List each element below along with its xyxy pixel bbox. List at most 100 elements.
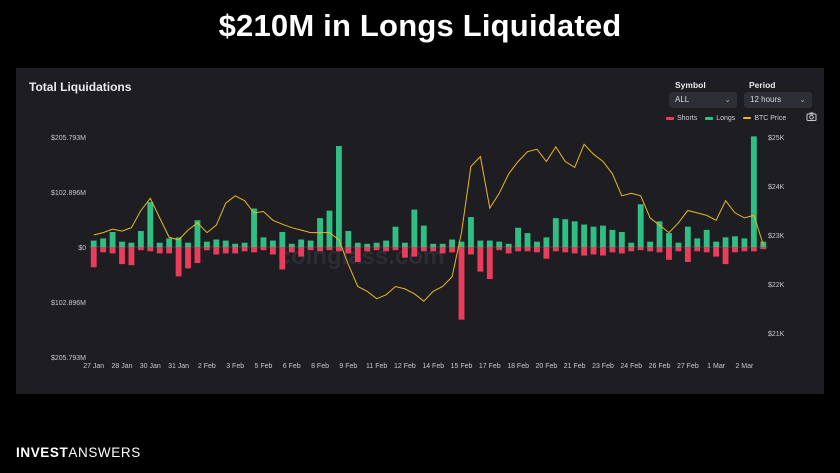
longs-bar [656,221,663,247]
shorts-bar [185,247,191,269]
shorts-bar [119,247,125,265]
shorts-bar [279,247,286,270]
x-axis-tick-label: 20 Feb [535,363,557,370]
shorts-bar [600,247,606,256]
longs-bar [241,242,248,247]
symbol-select-value: ALL [675,95,690,104]
x-axis-tick-label: 2 Feb [198,363,216,370]
longs-bar [524,233,531,247]
longs-bar [750,136,757,247]
legend-item-longs[interactable]: Longs [705,115,735,122]
x-axis-tick-label: 17 Feb [479,363,501,370]
x-axis-tick-label: 24 Feb [620,363,642,370]
shorts-bar [486,247,493,280]
period-select[interactable]: 12 hours ⌄ [744,92,812,108]
longs-bar [383,240,389,247]
shorts-bar [590,247,597,255]
shorts-bar [524,247,531,252]
shorts-bar [750,247,757,252]
longs-bar [100,238,107,247]
shorts-bar [147,247,154,252]
shorts-bar [581,247,588,256]
longs-bar [439,243,446,247]
shorts-bar [317,247,323,252]
longs-bar [741,238,748,247]
shorts-bar [666,247,672,260]
price-axis-tick-label: $23K [768,233,785,240]
longs-bar [298,239,305,247]
shorts-bar [392,247,399,251]
longs-bar [166,238,173,247]
longs-bar [637,204,644,247]
longs-bar [458,241,465,247]
longs-bar [411,209,418,247]
longs-bar [675,242,682,247]
legend-swatch-shorts [666,116,674,120]
brand-bold: INVEST [16,445,69,460]
longs-bar [222,240,229,247]
chart-legend: Shorts Longs BTC Price [666,112,794,124]
legend-item-btc-price[interactable]: BTC Price [743,115,786,122]
shorts-bar [298,247,305,257]
shorts-bar [722,247,729,265]
shorts-bar [364,247,371,252]
x-axis-tick-label: 26 Feb [649,363,671,370]
longs-bar [373,242,380,247]
shorts-bar [449,247,455,253]
camera-icon[interactable] [806,111,817,122]
longs-bar [562,219,569,247]
shorts-bar [156,247,163,254]
longs-bar [269,240,276,247]
symbol-select[interactable]: ALL ⌄ [669,92,737,108]
longs-bar [279,232,286,247]
shorts-bar [477,247,484,272]
longs-bar [335,145,342,247]
shorts-bar [656,247,663,253]
price-axis-tick-label: $21K [768,331,785,338]
y-axis-tick-label: $205.793M [51,135,86,142]
shorts-bar [552,247,559,252]
longs-bar [552,218,559,247]
shorts-bar [411,247,418,257]
longs-bar [468,217,474,247]
legend-item-shorts[interactable]: Shorts [666,115,697,122]
longs-bar [581,224,588,247]
longs-bar [288,243,295,247]
shorts-bar [703,247,710,253]
x-axis-tick-label: 27 Feb [677,363,699,370]
shorts-bar [128,247,135,266]
shorts-bar [288,247,295,253]
brand-light: ANSWERS [68,445,141,460]
legend-label-shorts: Shorts [677,114,698,122]
shorts-bar [562,247,569,253]
longs-bar [90,240,97,247]
longs-bar [175,237,182,247]
longs-bar [666,233,672,247]
panel-title: Total Liquidations [29,80,132,94]
shorts-bar [468,247,474,255]
x-axis-tick-label: 27 Jan [83,363,104,370]
longs-bar [128,242,135,247]
longs-bar [534,241,540,247]
x-axis-tick-label: 23 Feb [592,363,614,370]
legend-label-longs: Longs [716,114,736,122]
longs-bar [722,237,729,247]
longs-bar [505,243,512,247]
shorts-bar [109,247,116,254]
longs-bar [194,220,201,247]
x-axis-tick-label: 12 Feb [394,363,416,370]
x-axis-tick-label: 9 Feb [339,363,357,370]
shorts-bar [505,247,512,254]
shorts-bar [420,247,427,252]
x-axis-tick-label: 8 Feb [311,363,329,370]
longs-bar [543,237,550,247]
shorts-bar [694,247,701,252]
longs-bar [354,242,361,247]
longs-bar [713,241,720,247]
x-axis-tick-label: 6 Feb [283,363,301,370]
shorts-bar [232,247,239,254]
longs-bar [185,242,191,247]
liquidations-panel: Total Liquidations Symbol ALL ⌄ Period 1… [16,68,824,394]
longs-bar [203,241,210,247]
shorts-bar [637,247,644,251]
